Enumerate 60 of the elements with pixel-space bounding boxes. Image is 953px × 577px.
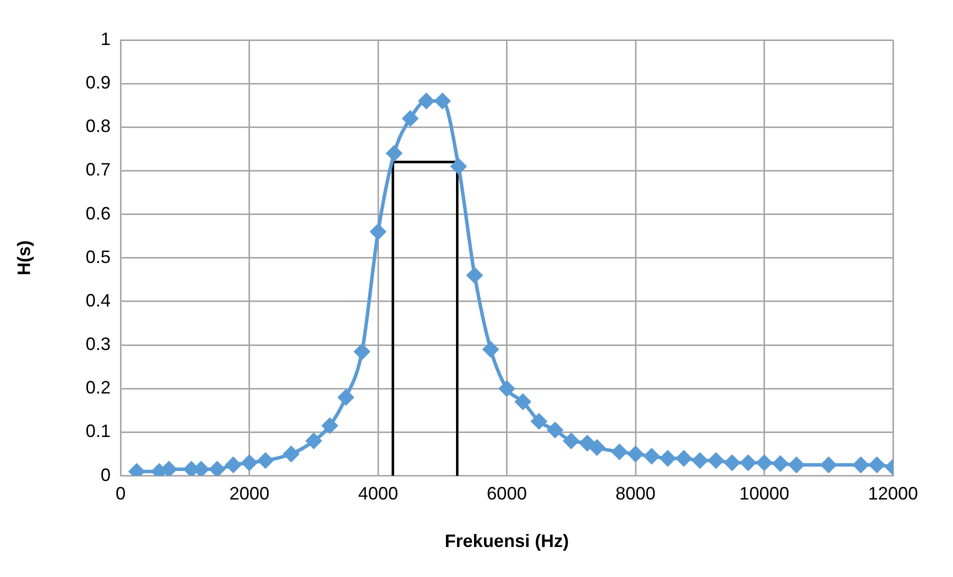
point xyxy=(563,433,579,449)
point xyxy=(589,440,605,456)
point xyxy=(660,450,676,466)
point xyxy=(226,457,242,473)
point xyxy=(161,462,177,476)
point xyxy=(547,422,563,438)
y-tick-label: 0.4 xyxy=(86,290,111,310)
point xyxy=(756,454,772,470)
point xyxy=(644,448,660,464)
point xyxy=(306,433,322,449)
x-tick-label: 4000 xyxy=(358,484,398,504)
point xyxy=(482,342,498,358)
point xyxy=(450,158,466,174)
y-tick-label: 1 xyxy=(100,28,111,49)
point xyxy=(434,93,450,109)
y-tick-label: 0.6 xyxy=(86,203,111,224)
point xyxy=(322,418,338,434)
x-tick-label: 6000 xyxy=(486,484,527,504)
point xyxy=(354,344,370,360)
point xyxy=(628,446,644,462)
point xyxy=(418,93,434,109)
point xyxy=(740,454,756,470)
point xyxy=(338,390,354,406)
x-tick-label: 0 xyxy=(116,484,126,504)
point xyxy=(869,457,885,473)
x-tick-label: 2000 xyxy=(229,484,270,504)
point xyxy=(242,454,258,470)
point xyxy=(515,394,531,410)
point xyxy=(283,446,299,462)
point xyxy=(386,146,402,162)
y-tick-label: 0.8 xyxy=(86,116,111,136)
point xyxy=(580,435,596,451)
point xyxy=(788,457,804,473)
y-tick-label: 0.7 xyxy=(86,160,111,180)
point xyxy=(612,444,628,460)
point xyxy=(708,452,724,468)
point xyxy=(531,414,547,430)
x-tick-label: 8000 xyxy=(616,484,656,504)
y-tick-label: 0.5 xyxy=(86,246,111,267)
point xyxy=(466,268,482,284)
y-tick-label: 0.3 xyxy=(86,334,111,354)
y-axis-title: H(s) xyxy=(14,240,34,276)
y-tick-label: 0 xyxy=(100,464,111,485)
x-tick-label: 12000 xyxy=(868,484,918,504)
point xyxy=(676,450,692,466)
point xyxy=(402,110,418,126)
point xyxy=(499,380,515,396)
point xyxy=(853,457,869,473)
x-axis-title: Frekuensi (Hz) xyxy=(444,531,569,552)
point xyxy=(209,462,225,476)
y-tick-label: 0.2 xyxy=(86,378,111,398)
point xyxy=(258,452,274,468)
point xyxy=(724,454,740,470)
y-tick-label: 0.1 xyxy=(86,421,111,442)
point xyxy=(772,456,788,472)
y-tick-label: 0.9 xyxy=(86,72,111,93)
point xyxy=(692,452,708,468)
point xyxy=(820,457,836,473)
point xyxy=(370,224,386,240)
x-tick-label: 10000 xyxy=(739,484,790,504)
